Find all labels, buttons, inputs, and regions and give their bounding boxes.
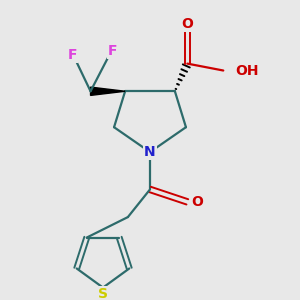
Polygon shape [91,87,125,95]
Text: F: F [108,44,117,58]
Text: O: O [191,195,203,209]
Text: O: O [182,16,193,31]
Text: S: S [98,287,108,300]
Text: F: F [68,48,77,62]
Text: OH: OH [236,64,259,77]
Text: N: N [144,145,156,159]
